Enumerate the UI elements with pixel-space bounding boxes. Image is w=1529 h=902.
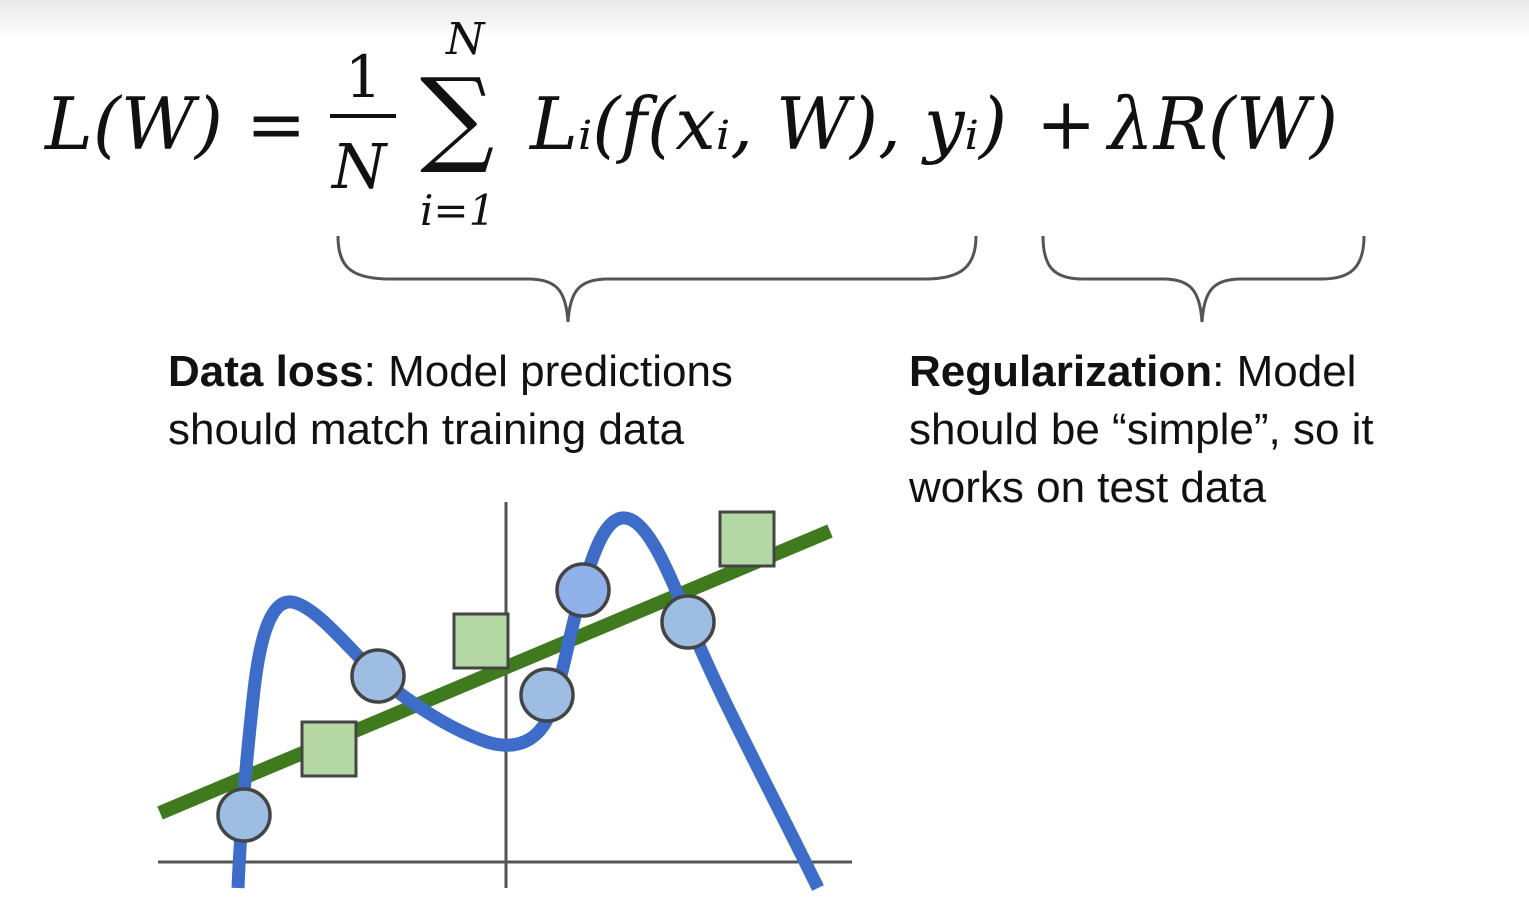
training-point-circle [216,787,272,843]
test-points [300,510,776,778]
regularization-line2: should be “simple”, so it [909,405,1374,454]
regularization-caption: Regularization: Model should be “simple”… [909,343,1374,517]
training-point-circle [660,594,716,650]
data-loss-brace [336,235,978,323]
regularization-line1: Regularization: Model [909,343,1374,401]
top-shadow [0,0,1529,40]
test-point-square [452,612,510,670]
regularization-line3: works on test data [909,463,1267,512]
data-loss-line1-text: : Model predictions [363,347,733,396]
simple-model-line [157,524,833,820]
formula-sum-symbol: ∑ [420,55,495,177]
formula-reg-term: λR(W) [1108,82,1339,166]
test-point-square [300,720,358,778]
training-point-circle [519,667,575,723]
formula-data-term: Lᵢ(f(xᵢ, W), yᵢ) [530,82,1008,166]
data-loss-caption: Data loss: Model predictions should matc… [168,343,733,459]
formula-sum-lower: i=1 [420,186,496,235]
formula-plus: + [1036,82,1097,166]
training-point-circle [350,648,406,704]
formula-frac-bar [330,114,396,118]
regularization-title: Regularization [909,347,1213,396]
formula-lhs: L(W) [45,82,223,166]
regularization-line1-text: : Model [1212,347,1357,396]
data-loss-line2: should match training data [168,405,685,454]
formula-equals: = [246,82,307,166]
data-loss-line1: Data loss: Model predictions [168,343,733,401]
training-point-circle [555,562,611,618]
formula-frac-numerator: 1 [345,43,382,111]
training-points [216,562,716,843]
formula-sum-upper: N [446,14,485,65]
formula-frac-denominator: N [332,130,387,203]
test-point-square [718,510,776,568]
regularization-brace [1041,235,1366,323]
data-loss-title: Data loss [168,347,364,396]
